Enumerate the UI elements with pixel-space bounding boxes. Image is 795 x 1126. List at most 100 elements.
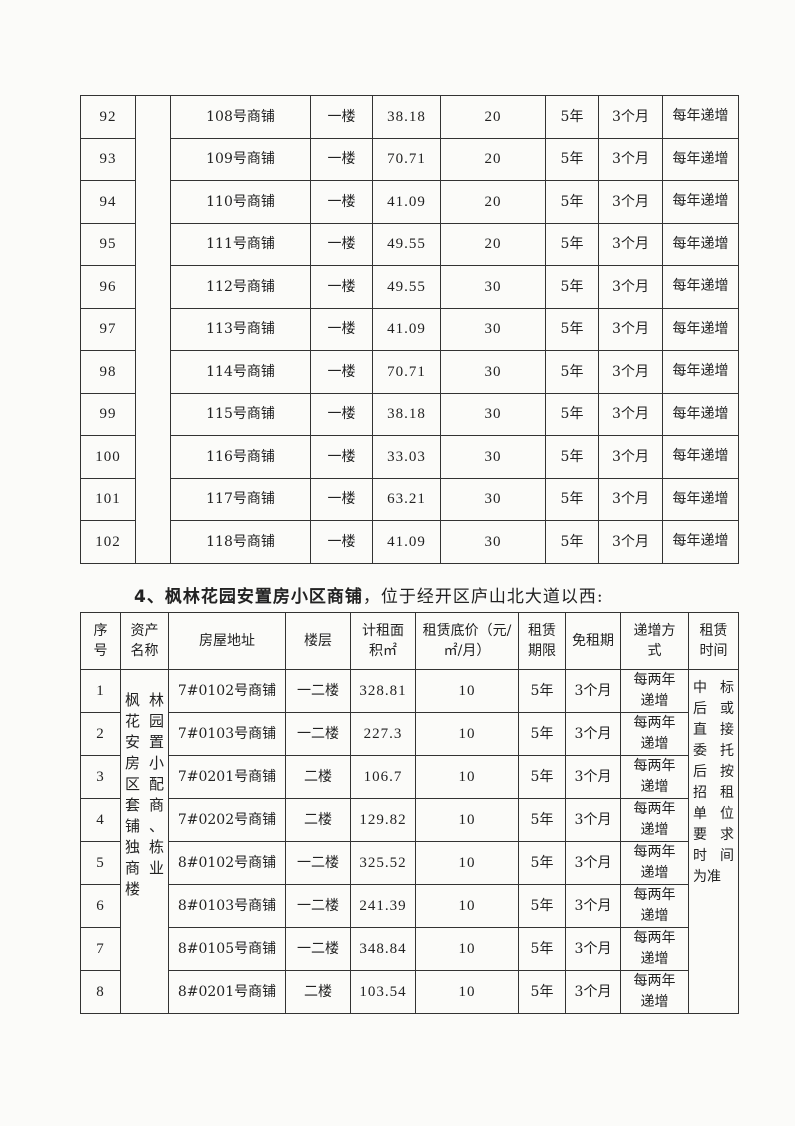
column-header: 租赁底价（元/㎡/月）: [415, 612, 519, 670]
address: 118号商铺: [170, 520, 311, 564]
lease-term: 5年: [518, 884, 566, 928]
floor: 一楼: [310, 520, 373, 564]
shop-table-continued: 92 108号商铺 一楼 38.18 20 5年 3个月 每年递增 93 109号商铺 一楼 70.7…: [80, 95, 739, 564]
increase-method: 每两年递增: [620, 712, 689, 756]
lease-term: 5年: [545, 477, 599, 521]
floor: 一楼: [310, 180, 373, 224]
column-header: 免租期: [565, 612, 621, 670]
area: 227.3: [350, 712, 416, 756]
increase-method: 每年递增: [662, 350, 739, 394]
rent-free: 3个月: [565, 712, 621, 756]
lease-term: 5年: [518, 755, 566, 799]
floor: 一楼: [310, 307, 373, 351]
address: 8#0105号商铺: [168, 927, 286, 971]
lease-term: 5年: [545, 307, 599, 351]
section-location: ，位于经开区庐山北大道以西:: [362, 587, 604, 607]
table-row: 95 111号商铺 一楼 49.55 20 5年 3个月 每年递增: [80, 222, 739, 266]
increase-method: 每两年递增: [620, 970, 689, 1014]
address: 7#0201号商铺: [168, 755, 286, 799]
base-price: 30: [440, 350, 546, 394]
lease-term: 5年: [518, 669, 566, 713]
lease-term: 5年: [518, 841, 566, 885]
address: 7#0103号商铺: [168, 712, 286, 756]
rent-free: 3个月: [598, 392, 663, 436]
lease-term: 5年: [545, 265, 599, 309]
table-row: 98 114号商铺 一楼 70.71 30 5年 3个月 每年递增: [80, 350, 739, 394]
base-price: 10: [415, 669, 519, 713]
lease-term: 5年: [518, 970, 566, 1014]
table-row: 101 117号商铺 一楼 63.21 30 5年 3个月 每年递增: [80, 477, 739, 521]
lease-term: 5年: [518, 927, 566, 971]
floor: 一楼: [310, 435, 373, 479]
table-row: 1 枫林花园安置房小区配套商铺、独栋商业楼 7#0102号商铺 一二楼 328.81 10…: [80, 669, 739, 1014]
row-number: 8: [80, 970, 121, 1014]
base-price: 20: [440, 137, 546, 181]
area: 103.54: [350, 970, 416, 1014]
lease-term: 5年: [545, 435, 599, 479]
address: 115号商铺: [170, 392, 311, 436]
increase-method: 每年递增: [662, 222, 739, 266]
rent-free: 3个月: [565, 970, 621, 1014]
rent-free: 3个月: [598, 520, 663, 564]
row-number: 97: [80, 307, 136, 351]
column-header: 计租面积㎡: [350, 612, 416, 670]
row-number: 92: [80, 95, 136, 139]
rent-free: 3个月: [598, 350, 663, 394]
floor: 一二楼: [285, 884, 351, 928]
column-header: 递增方式: [620, 612, 689, 670]
lease-term: 5年: [545, 180, 599, 224]
increase-method: 每两年递增: [620, 927, 689, 971]
area: 41.09: [372, 307, 441, 351]
address: 113号商铺: [170, 307, 311, 351]
row-number: 1: [80, 669, 121, 713]
floor: 一二楼: [285, 841, 351, 885]
floor: 一楼: [310, 350, 373, 394]
row-number: 2: [80, 712, 121, 756]
base-price: 10: [415, 841, 519, 885]
column-header: 房屋地址: [168, 612, 286, 670]
floor: 一楼: [310, 222, 373, 266]
area: 41.09: [372, 520, 441, 564]
header-row: 序号 资产名称 房屋地址 楼层 计租面积㎡ 租赁底价（元/㎡/月） 租赁期限 免租期 递增方式租…: [80, 612, 739, 670]
table-row: 2 7#0103号商铺 一二楼 227.3 10 5年 3个月 每两年递增: [80, 712, 739, 756]
lease-term: 5年: [518, 712, 566, 756]
column-header: 序号: [80, 612, 121, 670]
table-row: 97 113号商铺 一楼 41.09 30 5年 3个月 每年递增: [80, 307, 739, 351]
base-price: 20: [440, 95, 546, 139]
base-price: 10: [415, 884, 519, 928]
rent-free: 3个月: [598, 95, 663, 139]
table-row: 94 110号商铺 一楼 41.09 20 5年 3个月 每年递增: [80, 180, 739, 224]
floor: 一楼: [310, 392, 373, 436]
increase-method: 每年递增: [662, 95, 739, 139]
row-number: 3: [80, 755, 121, 799]
area: 241.39: [350, 884, 416, 928]
area: 33.03: [372, 435, 441, 479]
address: 108号商铺: [170, 95, 311, 139]
rent-free: 3个月: [598, 180, 663, 224]
rent-free: 3个月: [598, 222, 663, 266]
address: 116号商铺: [170, 435, 311, 479]
floor: 一楼: [310, 95, 373, 139]
floor: 一楼: [310, 265, 373, 309]
address: 8#0103号商铺: [168, 884, 286, 928]
area: 348.84: [350, 927, 416, 971]
lease-term: 5年: [545, 520, 599, 564]
row-number: 93: [80, 137, 136, 181]
increase-method: 每两年递增: [620, 884, 689, 928]
area: 41.09: [372, 180, 441, 224]
lease-term: 5年: [518, 798, 566, 842]
area: 49.55: [372, 265, 441, 309]
base-price: 10: [415, 927, 519, 971]
address: 112号商铺: [170, 265, 311, 309]
rent-free: 3个月: [598, 137, 663, 181]
address: 7#0202号商铺: [168, 798, 286, 842]
address: 8#0102号商铺: [168, 841, 286, 885]
increase-method: 每年递增: [662, 137, 739, 181]
rent-free: 3个月: [598, 435, 663, 479]
increase-method: 每年递增: [662, 477, 739, 521]
base-price: 30: [440, 435, 546, 479]
area: 70.71: [372, 137, 441, 181]
increase-method: 每两年递增: [620, 841, 689, 885]
table-row: 92 108号商铺 一楼 38.18 20 5年 3个月 每年递增: [80, 95, 739, 564]
column-header: 楼层: [285, 612, 351, 670]
